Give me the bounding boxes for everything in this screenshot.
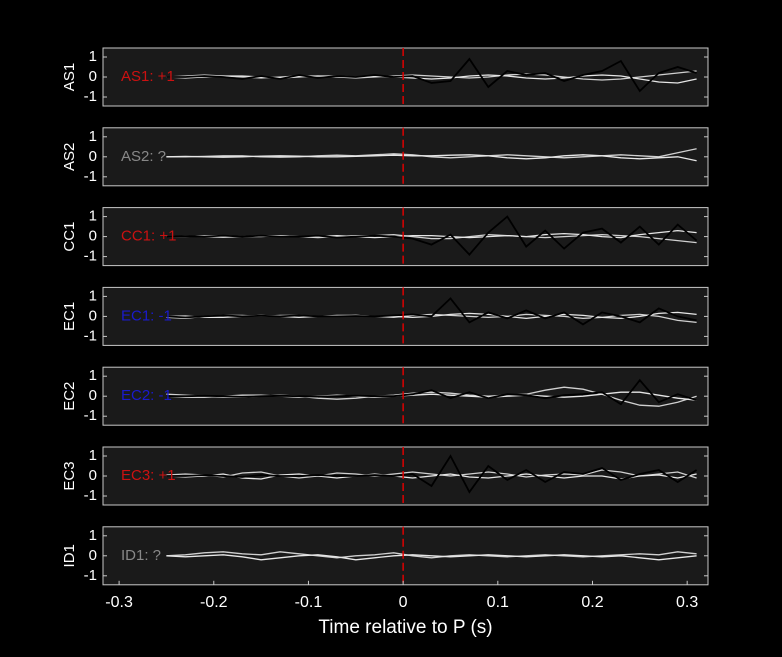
y-tick-label: 0 bbox=[89, 387, 97, 404]
y-tick-label: -1 bbox=[84, 168, 97, 185]
y-tick-label: 1 bbox=[89, 208, 97, 225]
x-axis-label: Time relative to P (s) bbox=[318, 617, 492, 638]
y-axis-label: EC2 bbox=[61, 382, 78, 411]
y-tick-label: 1 bbox=[89, 128, 97, 145]
y-tick-label: 0 bbox=[89, 68, 97, 85]
x-tick-label: -0.2 bbox=[200, 594, 228, 611]
y-tick-label: -1 bbox=[84, 248, 97, 265]
y-tick-label: 0 bbox=[89, 547, 97, 564]
y-axis-label: EC1 bbox=[61, 302, 78, 331]
observed-trace bbox=[166, 378, 697, 406]
y-tick-label: -1 bbox=[84, 567, 97, 584]
x-tick-label: -0.1 bbox=[295, 594, 323, 611]
polarity-label: AS2: ? bbox=[121, 148, 166, 165]
y-tick-label: -1 bbox=[84, 88, 97, 105]
polarity-label: EC2: -1 bbox=[121, 387, 172, 404]
x-tick-label: 0.3 bbox=[676, 594, 698, 611]
y-tick-label: 0 bbox=[89, 148, 97, 165]
observed-trace bbox=[166, 215, 698, 256]
polarity-label: CC1: +1 bbox=[121, 228, 176, 245]
x-tick-label: 0.1 bbox=[487, 594, 509, 611]
synthetic-trace bbox=[166, 391, 697, 401]
synthetic-trace bbox=[166, 154, 697, 162]
synthetic-trace bbox=[166, 473, 697, 480]
y-tick-label: -1 bbox=[84, 407, 97, 424]
y-tick-label: 0 bbox=[89, 467, 97, 484]
y-axis-label: AS2 bbox=[61, 143, 78, 171]
y-tick-label: 1 bbox=[89, 527, 97, 544]
observed-trace bbox=[166, 57, 697, 93]
observed-trace bbox=[166, 297, 697, 326]
y-tick-label: -1 bbox=[84, 327, 97, 344]
synthetic-trace bbox=[166, 469, 697, 479]
x-tick-label: -0.3 bbox=[105, 594, 133, 611]
y-axis-label: ID1 bbox=[61, 544, 78, 567]
x-tick-label: 0 bbox=[399, 594, 408, 611]
polarity-label: AS1: +1 bbox=[121, 68, 175, 85]
synthetic-trace bbox=[166, 551, 697, 559]
y-tick-label: 1 bbox=[89, 287, 97, 304]
y-tick-label: 1 bbox=[89, 48, 97, 65]
polarity-label: ID1: ? bbox=[121, 547, 161, 564]
synthetic-trace bbox=[166, 554, 697, 561]
polarity-label: EC3: +1 bbox=[121, 467, 176, 484]
y-tick-label: 1 bbox=[89, 447, 97, 464]
y-axis-label: EC3 bbox=[61, 461, 78, 490]
y-axis-label: CC1 bbox=[61, 222, 78, 252]
x-tick-label: 0.2 bbox=[581, 594, 603, 611]
y-tick-label: -1 bbox=[84, 487, 97, 504]
polarity-label: EC1: -1 bbox=[121, 307, 172, 324]
y-tick-label: 1 bbox=[89, 367, 97, 384]
y-tick-label: 0 bbox=[89, 307, 97, 324]
observed-trace bbox=[166, 454, 698, 494]
y-axis-label: AS1 bbox=[61, 63, 78, 91]
y-tick-label: 0 bbox=[89, 228, 97, 245]
